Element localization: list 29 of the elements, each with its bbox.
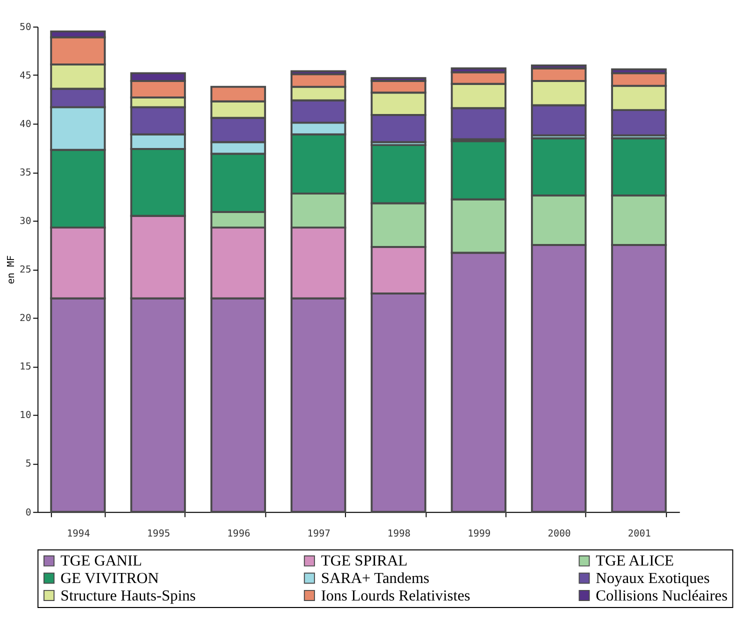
legend-label: Ions Lourds Relativistes	[320, 587, 470, 604]
legend-label: Noyaux Exotiques	[596, 570, 710, 588]
x-tick-label: 1997	[307, 528, 331, 540]
y-tick-label: 15	[20, 362, 32, 373]
y-axis-title: en MF	[6, 255, 17, 284]
x-tick-label: 1996	[227, 528, 250, 540]
x-tick-label: 1999	[468, 528, 491, 540]
legend-label: Structure Hauts-Spins	[60, 587, 196, 604]
y-tick-label: 30	[20, 216, 32, 228]
y-tick-label: 50	[20, 22, 32, 33]
y-tick-label: 25	[20, 264, 32, 276]
x-tick-label: 1994	[66, 528, 90, 540]
y-tick-label: 45	[20, 70, 32, 82]
x-tick-label: 2000	[548, 528, 572, 540]
y-tick-label: 35	[20, 168, 32, 179]
legend-label: TGE SPIRAL	[320, 552, 408, 570]
x-tick-label: 1995	[147, 528, 170, 540]
x-tick-label: 1998	[387, 528, 411, 540]
y-tick-label: 10	[20, 410, 32, 422]
y-tick-label: 40	[20, 119, 32, 130]
y-tick-label: 0	[25, 507, 32, 518]
legend-label: TGE ALICE	[596, 552, 674, 570]
y-tick-label: 20	[20, 313, 32, 324]
y-tick-label: 5	[25, 458, 32, 470]
legend-label: Collisions Nucléaires	[596, 587, 728, 604]
legend-label: SARA+ Tandems	[320, 570, 430, 588]
legend-label: GE VIVITRON	[60, 570, 159, 588]
x-tick-label: 2001	[628, 528, 652, 540]
legend-label: TGE GANIL	[60, 552, 142, 570]
